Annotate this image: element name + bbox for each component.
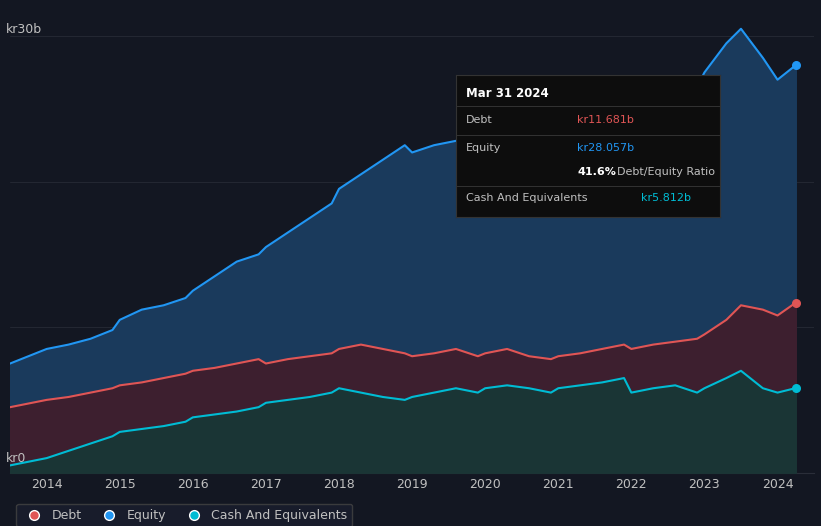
Text: Mar 31 2024: Mar 31 2024 (466, 87, 549, 99)
Text: kr11.681b: kr11.681b (577, 115, 634, 125)
Text: kr28.057b: kr28.057b (577, 143, 635, 153)
Text: Debt/Equity Ratio: Debt/Equity Ratio (617, 167, 715, 177)
Text: Cash And Equivalents: Cash And Equivalents (466, 193, 588, 203)
Point (789, 298, 802, 307)
Text: Equity: Equity (466, 143, 502, 153)
Point (789, 61, 802, 69)
Text: 41.6%: 41.6% (577, 167, 616, 177)
Text: kr0: kr0 (6, 452, 26, 466)
Legend: Debt, Equity, Cash And Equivalents: Debt, Equity, Cash And Equivalents (16, 504, 352, 526)
Text: Debt: Debt (466, 115, 493, 125)
Text: kr5.812b: kr5.812b (640, 193, 690, 203)
Text: kr30b: kr30b (6, 23, 42, 36)
Point (789, 384, 802, 392)
